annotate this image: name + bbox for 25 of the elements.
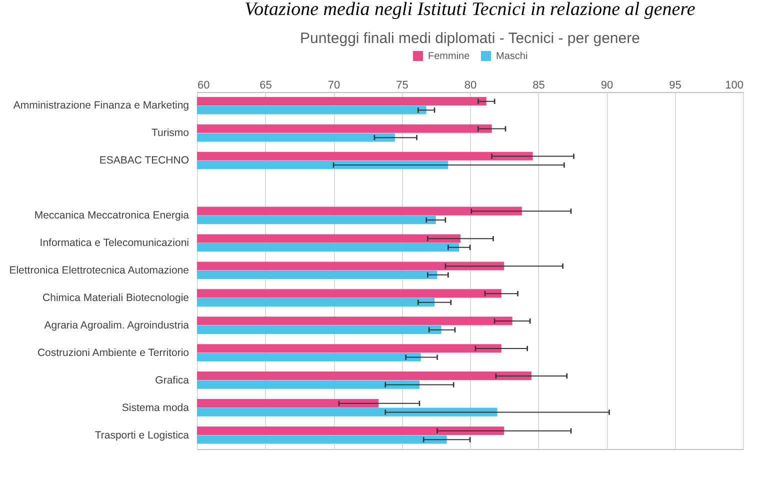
x-tick-label: 100 (725, 80, 744, 92)
x-tick-label: 80 (464, 80, 477, 92)
x-tick-label: 85 (532, 80, 545, 92)
y-tick-label: Chimica Materiali Biotecnologie (42, 292, 190, 304)
chart-title: Votazione media negli Istituti Tecnici in relazione al genere (244, 0, 696, 20)
y-tick-label: Grafica (155, 374, 190, 386)
y-tick-label: Trasporti e Logistica (94, 429, 190, 442)
y-tick-label: Elettronica Elettrotecnica Automazione (9, 264, 190, 276)
y-tick-label: Turismo (151, 127, 190, 140)
x-tick-label: 95 (669, 80, 682, 92)
legend-label: Femmine (428, 51, 470, 62)
x-tick-label: 60 (198, 80, 210, 92)
y-tick-label: Amministrazione Finanza e Marketing (13, 100, 190, 112)
x-tick-label: 75 (396, 80, 408, 92)
y-tick-label: Sistema moda (122, 402, 190, 414)
y-tick-label: Costruzioni Ambiente e Territorio (37, 346, 190, 359)
y-tick-label: ESABAC TECHNO (99, 154, 189, 167)
y-tick-label: Meccanica Meccatronica Energia (34, 210, 190, 222)
x-tick-label: 65 (260, 80, 272, 92)
y-tick-label: Informatica e Telecomunicazioni (40, 237, 189, 250)
legend-label: Maschi (496, 51, 528, 62)
chart-subtitle: Punteggi finali medi diplomati - Tecnici - per genere (300, 30, 640, 47)
x-tick-label: 70 (328, 80, 340, 92)
y-tick-label: Agraria Agroalim. Agroindustria (44, 319, 190, 332)
x-tick-label: 90 (600, 80, 614, 92)
